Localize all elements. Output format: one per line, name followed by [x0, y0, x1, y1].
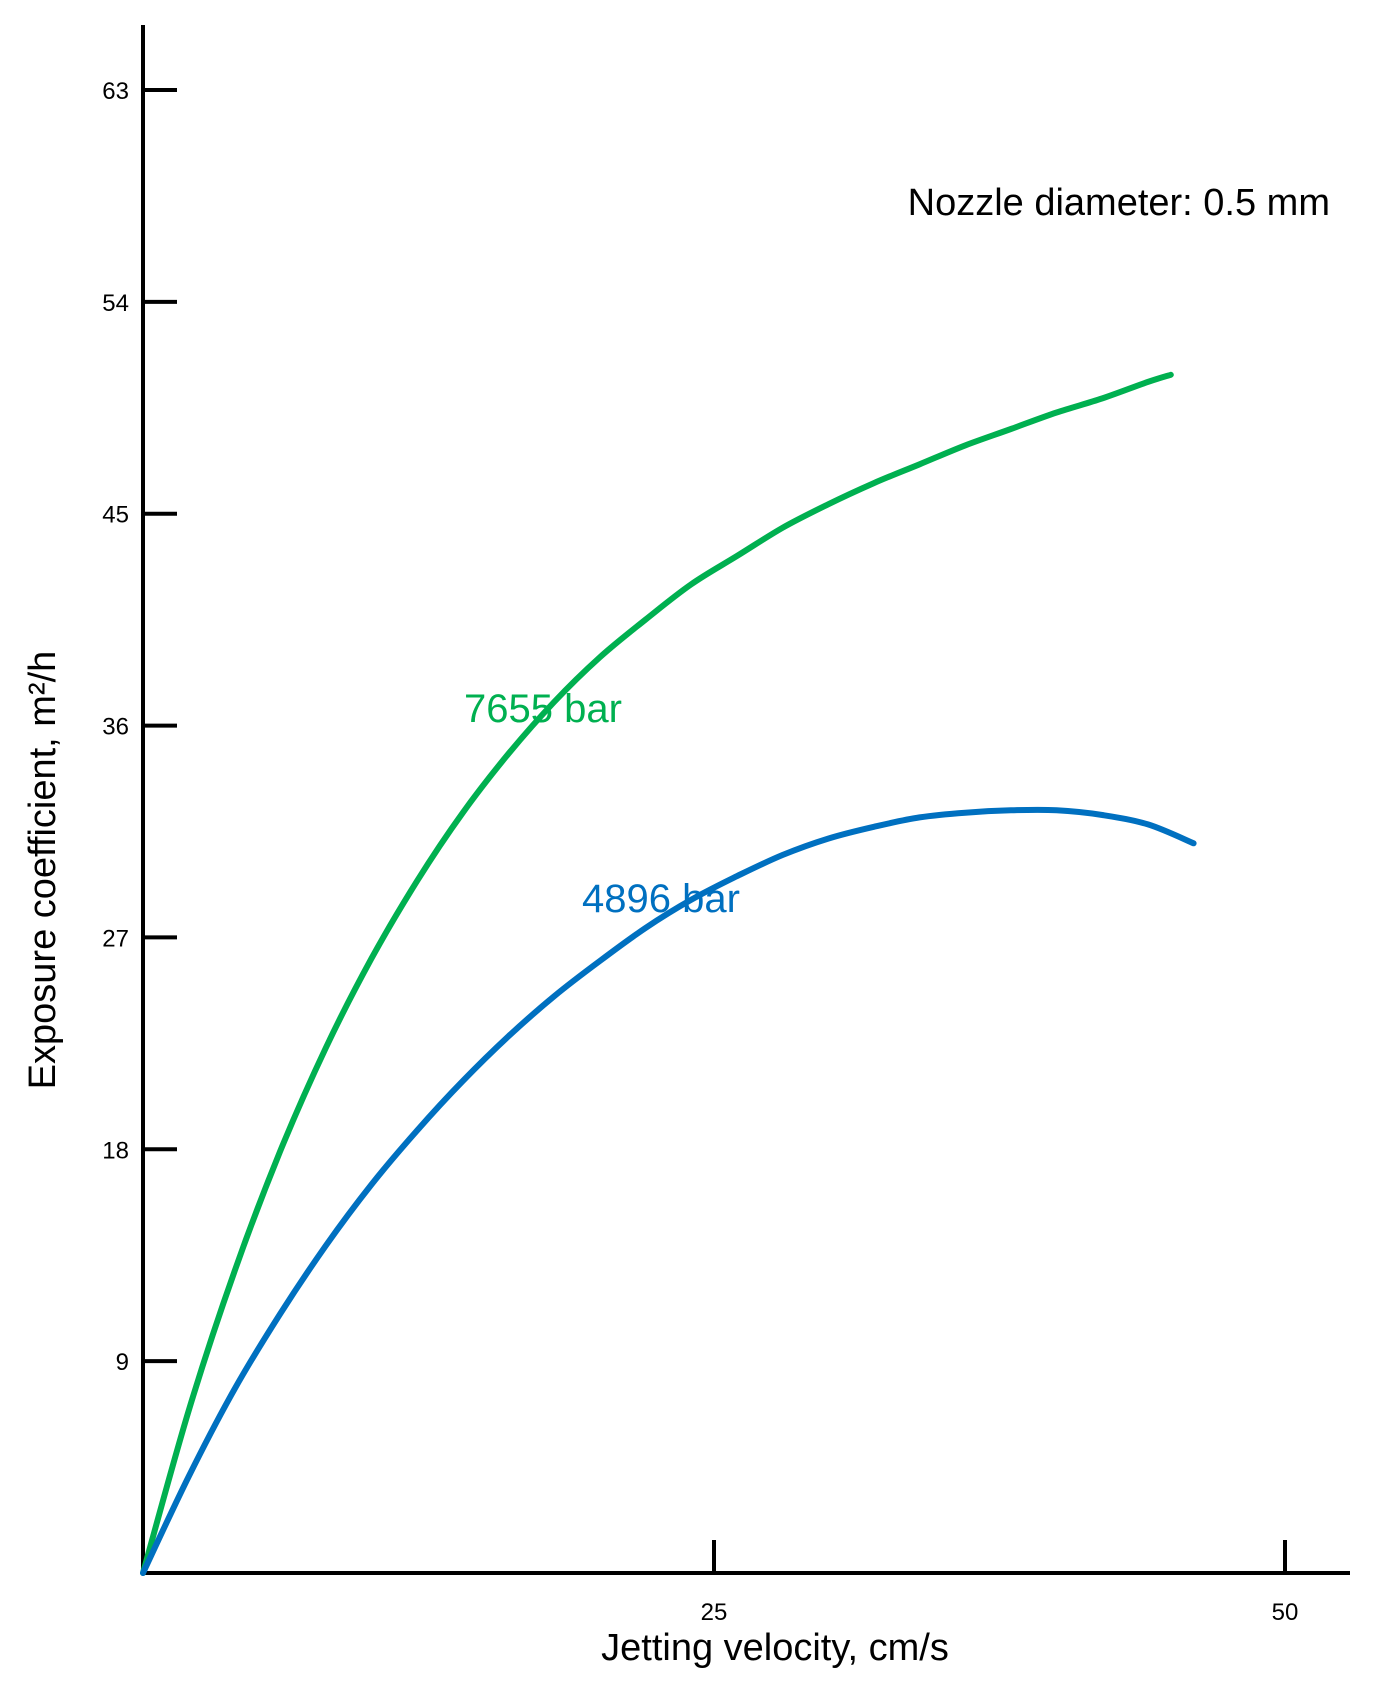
y-tick-label: 54	[102, 290, 129, 317]
series-label-1: 4896 bar	[582, 877, 740, 921]
nozzle-diameter-annotation: Nozzle diameter: 0.5 mm	[908, 182, 1330, 224]
y-tick-label: 36	[102, 714, 129, 741]
series-label-0: 7655 bar	[464, 687, 622, 731]
y-ticks: 9 18 27 36 45 54 63	[102, 78, 177, 1376]
y-tick-label: 27	[102, 925, 129, 952]
series-lines	[140, 371, 1197, 1576]
series-line-0	[140, 371, 1174, 1576]
x-axis-title: Jetting velocity, cm/s	[601, 1627, 949, 1669]
y-tick-label: 63	[102, 78, 129, 105]
y-axis-title: Exposure coefficient, m²/h	[22, 651, 64, 1090]
x-tick-label: 50	[1272, 1599, 1299, 1626]
y-tick-label: 45	[102, 502, 129, 529]
axes	[141, 25, 1350, 1575]
x-ticks: 25 50	[701, 1540, 1299, 1626]
series-labels: 7655 bar 4896 bar	[464, 687, 740, 921]
series-line-1	[140, 806, 1197, 1576]
y-tick-label: 18	[102, 1137, 129, 1164]
x-tick-label: 25	[701, 1599, 728, 1626]
y-tick-label: 9	[116, 1349, 129, 1376]
